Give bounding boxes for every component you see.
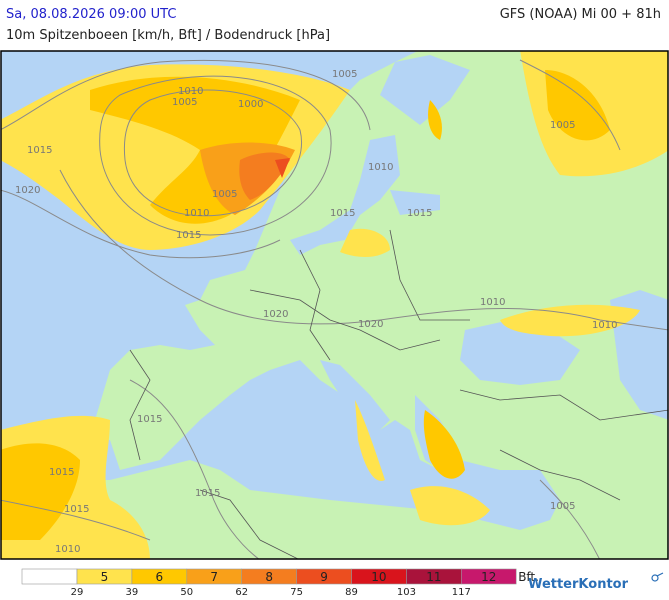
isobar-label: 1015 [330,208,355,219]
legend-kmh-label: 89 [345,587,358,598]
isobar-label: 1015 [176,230,201,241]
isobar-label: 1015 [49,467,74,478]
legend-kmh-label: 117 [452,587,471,598]
legend-kmh-label: 62 [235,587,248,598]
isobar-label: 1010 [184,208,209,219]
isobar-label: 1005 [550,120,575,131]
legend-kmh-label: 50 [180,587,193,598]
brand-logo [651,572,664,582]
isobars [1,59,668,559]
legend-bft-label: 11 [426,570,441,584]
isobar-label: 1015 [137,414,162,425]
wind-areas [1,51,668,559]
legend-bft-label: 10 [371,570,386,584]
isobar-labels: 1005 1010 1005 1000 1015 1020 1005 1010 … [15,69,617,555]
map-frame [0,50,669,560]
legend-kmh-label: 75 [290,587,303,598]
isobar-label: 1010 [480,297,505,308]
isobar-label: 1020 [358,319,383,330]
isobar-label: 1000 [238,99,263,110]
legend-bft-label: 5 [101,570,109,584]
isobar-label: 1005 [172,97,197,108]
isobar-label: 1015 [195,488,220,499]
isobar-label: 1005 [212,189,237,200]
header-model: GFS (NOAA) Mi 00 + 81h [500,7,661,22]
isobar-label: 1010 [368,162,393,173]
isobar-label: 1020 [263,309,288,320]
borders [129,229,668,559]
isobar-label: 1010 [178,86,203,97]
legend-unit: Bft. [518,570,539,584]
isobar-label: 1005 [332,69,357,80]
legend-bft-label: 9 [320,570,328,584]
legend-bft-label: 7 [210,570,218,584]
legend-box [460,568,517,585]
isobar-label: 1010 [55,544,80,555]
legend-kmh-label: 39 [126,587,139,598]
legend-kmh-label: 29 [71,587,84,598]
isobar-label: 1005 [550,501,575,512]
legend-base-box [21,568,78,585]
map-area [1,51,668,559]
isobar-label: 1015 [407,208,432,219]
brand: WetterKontor [528,577,629,592]
header-subtitle: 10m Spitzenboeen [km/h, Bft] / Bodendruc… [6,28,330,43]
header-title: Sa, 08.08.2026 09:00 UTC [6,7,176,22]
legend-bft-label: 12 [481,570,496,584]
legend-kmh-label: 103 [397,587,416,598]
isobar-label: 1015 [27,145,52,156]
legend-bft-label: 8 [265,570,273,584]
isobar-label: 1010 [592,320,617,331]
legend-bft-label: 6 [156,570,164,584]
isobar-label: 1015 [64,504,89,515]
isobar-label: 1020 [15,185,40,196]
